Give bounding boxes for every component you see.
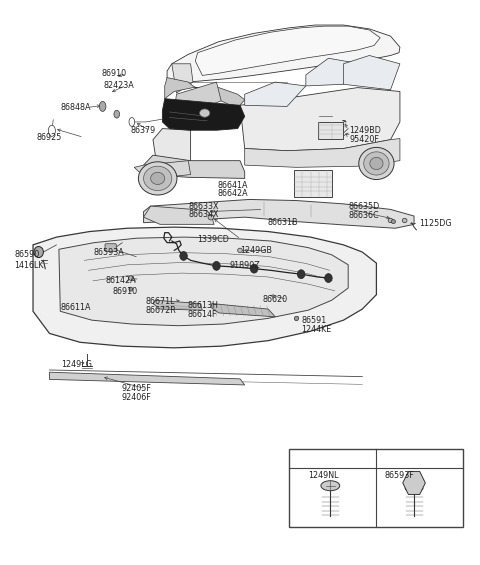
FancyBboxPatch shape: [294, 170, 332, 197]
Text: 1244KE: 1244KE: [301, 324, 331, 333]
Text: 1249NL: 1249NL: [309, 471, 339, 480]
Text: 86848A: 86848A: [60, 103, 91, 112]
Ellipse shape: [321, 481, 340, 490]
Ellipse shape: [138, 162, 177, 195]
Polygon shape: [153, 300, 203, 310]
Ellipse shape: [151, 172, 165, 185]
Polygon shape: [240, 88, 400, 151]
Polygon shape: [162, 99, 245, 130]
Polygon shape: [195, 26, 380, 75]
Circle shape: [251, 264, 258, 273]
FancyBboxPatch shape: [105, 244, 116, 251]
Text: 92406F: 92406F: [121, 393, 151, 402]
Text: 86631B: 86631B: [267, 218, 298, 227]
Text: 86910: 86910: [101, 69, 126, 78]
Ellipse shape: [405, 485, 423, 492]
Text: 1249BD: 1249BD: [349, 126, 381, 134]
Circle shape: [213, 262, 220, 270]
Text: 86620: 86620: [263, 294, 288, 303]
Polygon shape: [174, 82, 221, 112]
Text: 1249GB: 1249GB: [240, 246, 272, 255]
Polygon shape: [165, 77, 245, 105]
Text: 86635D: 86635D: [348, 202, 380, 211]
Text: 86636C: 86636C: [348, 211, 379, 220]
Text: 82423A: 82423A: [104, 81, 134, 90]
Ellipse shape: [129, 118, 134, 127]
Text: 1416LK: 1416LK: [14, 262, 44, 271]
Ellipse shape: [370, 158, 383, 170]
Text: 1125DG: 1125DG: [419, 219, 451, 228]
Text: 86642A: 86642A: [217, 189, 248, 198]
Text: 86641A: 86641A: [217, 181, 248, 189]
Polygon shape: [49, 372, 245, 385]
Text: 86379: 86379: [131, 127, 156, 135]
Polygon shape: [344, 55, 400, 90]
Text: 86593A: 86593A: [93, 247, 124, 257]
Ellipse shape: [200, 109, 210, 117]
Polygon shape: [33, 227, 376, 348]
Polygon shape: [245, 82, 306, 106]
Ellipse shape: [129, 287, 133, 291]
Polygon shape: [59, 237, 348, 325]
Ellipse shape: [129, 276, 133, 280]
Text: 86611A: 86611A: [60, 303, 91, 312]
Text: 86613H: 86613H: [187, 301, 218, 310]
Text: 95420F: 95420F: [349, 135, 379, 144]
Polygon shape: [134, 160, 191, 177]
Text: 86591: 86591: [301, 316, 326, 325]
Text: 1339CD: 1339CD: [197, 235, 228, 244]
Polygon shape: [306, 58, 360, 86]
Circle shape: [298, 270, 305, 279]
Bar: [289, 449, 464, 527]
Text: 86142A: 86142A: [106, 276, 137, 285]
Ellipse shape: [114, 110, 120, 118]
Text: 1249LG: 1249LG: [61, 360, 92, 369]
Polygon shape: [172, 64, 193, 93]
Ellipse shape: [391, 220, 396, 224]
Text: 86590: 86590: [14, 250, 39, 259]
Text: 86633X: 86633X: [188, 202, 219, 211]
Ellipse shape: [238, 248, 242, 253]
Ellipse shape: [359, 147, 394, 180]
Ellipse shape: [402, 218, 407, 223]
Circle shape: [34, 246, 43, 258]
Polygon shape: [144, 206, 214, 224]
Polygon shape: [144, 155, 245, 179]
Text: 86634X: 86634X: [188, 210, 219, 219]
Text: 86671L: 86671L: [146, 297, 175, 306]
Polygon shape: [211, 303, 275, 317]
Ellipse shape: [364, 152, 389, 175]
Text: 92405F: 92405F: [121, 384, 151, 393]
Circle shape: [180, 251, 187, 260]
Polygon shape: [153, 129, 191, 163]
Ellipse shape: [48, 125, 55, 136]
Polygon shape: [245, 138, 400, 167]
Polygon shape: [167, 25, 400, 82]
Ellipse shape: [99, 102, 106, 111]
Text: 86910: 86910: [113, 287, 138, 296]
Text: 91890Z: 91890Z: [229, 262, 261, 271]
Ellipse shape: [294, 316, 299, 321]
Polygon shape: [144, 199, 414, 228]
FancyBboxPatch shape: [318, 122, 344, 138]
Ellipse shape: [144, 166, 172, 190]
Text: 86614F: 86614F: [187, 310, 217, 319]
Text: 86593F: 86593F: [384, 471, 414, 480]
Text: 86672R: 86672R: [146, 306, 177, 315]
Ellipse shape: [208, 214, 214, 220]
Ellipse shape: [388, 218, 393, 223]
Text: 86925: 86925: [37, 133, 62, 142]
Circle shape: [324, 273, 332, 282]
